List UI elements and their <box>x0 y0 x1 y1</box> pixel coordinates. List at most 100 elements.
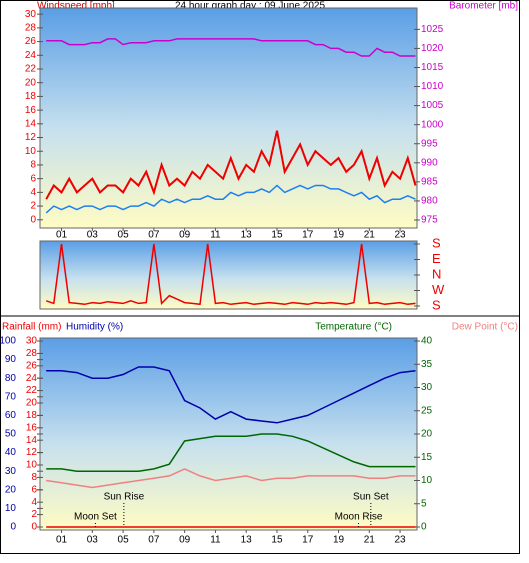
y-tick-label: N <box>432 266 441 281</box>
x-tick-label: 21 <box>364 230 376 241</box>
y-tick-label: S <box>432 235 441 250</box>
x-tick-label: 23 <box>395 230 407 241</box>
y-tick-label: 100 <box>0 336 16 347</box>
y-tick-label: 8 <box>31 472 37 483</box>
y-tick-label: 14 <box>25 118 37 129</box>
legend-label: Dew Point (°C) <box>452 322 518 333</box>
x-tick-label: 03 <box>87 230 99 241</box>
y-tick-label: 26 <box>25 36 37 47</box>
y-tick-label: 14 <box>26 435 38 446</box>
legend-label: Temperature (°C) <box>315 322 392 333</box>
series-line <box>46 468 416 489</box>
y-tick-label: E <box>432 251 441 266</box>
y-tick-label: 20 <box>421 429 433 440</box>
y-tick-label: 2 <box>30 201 36 212</box>
y-tick-label: 990 <box>421 157 438 168</box>
x-tick-label: 07 <box>148 230 160 241</box>
series-line <box>46 366 416 424</box>
y-tick-label: 28 <box>26 348 38 359</box>
x-tick-label: 15 <box>271 230 283 241</box>
y-tick-label: 0 <box>421 522 427 533</box>
y-tick-label: 22 <box>26 385 38 396</box>
y-tick-label: 18 <box>25 91 37 102</box>
y-tick-label: 12 <box>26 447 38 458</box>
annotation: Sun Set <box>353 492 389 503</box>
series-line <box>46 38 416 57</box>
y-tick-label: 40 <box>421 336 433 347</box>
y-tick-label: 30 <box>25 9 37 20</box>
x-tick-label: 09 <box>179 230 191 241</box>
x-tick-label: 01 <box>56 230 68 241</box>
y-tick-label: 10 <box>25 146 37 157</box>
x-tick-label: 09 <box>179 535 191 546</box>
y-tick-label: 1015 <box>421 62 444 73</box>
y-tick-label: 1000 <box>421 119 444 130</box>
y-tick-label: 28 <box>25 23 37 34</box>
legend-label: Humidity (%) <box>66 322 123 333</box>
x-tick-label: 11 <box>210 535 221 546</box>
x-tick-label: 03 <box>87 535 99 546</box>
y-tick-label: 40 <box>5 447 17 458</box>
y-tick-label: 80 <box>5 373 17 384</box>
x-tick-label: 05 <box>118 230 130 241</box>
annotation: Sun Rise <box>104 492 145 503</box>
x-tick-label: 11 <box>210 230 221 241</box>
y-tick-label: 1005 <box>421 100 444 111</box>
y-tick-label: 30 <box>421 382 433 393</box>
series-line <box>46 433 416 472</box>
y-tick-label: 50 <box>5 429 17 440</box>
y-tick-label: 980 <box>421 196 438 207</box>
y-tick-label: 90 <box>5 354 17 365</box>
annotation: Moon Set <box>74 512 117 523</box>
y-tick-label: 24 <box>25 50 37 61</box>
x-tick-label: 19 <box>333 535 345 546</box>
y-tick-label: 0 <box>30 214 36 225</box>
y-tick-label: 995 <box>421 138 438 149</box>
y-tick-label: 0 <box>31 522 37 533</box>
y-tick-label: 1025 <box>421 24 444 35</box>
y-tick-label: 30 <box>5 466 17 477</box>
y-tick-label: 6 <box>30 173 36 184</box>
y-tick-label: 60 <box>5 410 17 421</box>
y-tick-label: 6 <box>31 484 37 495</box>
y-tick-label: 8 <box>30 160 36 171</box>
y-tick-label: 15 <box>421 452 433 463</box>
y-tick-label: 16 <box>26 422 38 433</box>
y-tick-label: S <box>432 297 441 312</box>
x-tick-label: 05 <box>118 535 130 546</box>
series-line <box>45 184 416 214</box>
y-tick-label: 12 <box>25 132 37 143</box>
x-tick-label: 15 <box>271 535 283 546</box>
series-line <box>45 243 416 306</box>
x-tick-label: 17 <box>302 230 314 241</box>
y-tick-label: 20 <box>26 398 38 409</box>
y-tick-label: 975 <box>421 215 438 226</box>
y-tick-label: 5 <box>421 498 427 509</box>
y-axis-label: Windspeed [mph] <box>37 1 115 12</box>
y-tick-label: W <box>432 282 445 297</box>
y-tick-label: 2 <box>31 509 37 520</box>
legend-label: Rainfall (mm) <box>2 322 61 333</box>
y-tick-label: 20 <box>25 77 37 88</box>
y-tick-label: 4 <box>30 187 36 198</box>
x-tick-label: 21 <box>364 535 376 546</box>
plot-area <box>39 240 418 310</box>
series-line <box>45 130 417 200</box>
y-tick-label: 16 <box>25 105 37 116</box>
plot-area <box>39 7 418 229</box>
y-tick-label: 24 <box>26 373 38 384</box>
x-tick-label: 23 <box>395 535 407 546</box>
y-tick-label: 0 <box>10 522 16 533</box>
y-tick-label: 22 <box>25 64 37 75</box>
y-tick-label: 4 <box>31 497 37 508</box>
y-tick-label: 70 <box>5 391 17 402</box>
y2-axis-label: Barometer [mb] <box>449 1 518 12</box>
y-tick-label: 25 <box>421 405 433 416</box>
x-tick-label: 13 <box>241 230 253 241</box>
plot-area <box>39 337 418 531</box>
x-tick-label: 19 <box>333 230 345 241</box>
y-tick-label: 30 <box>26 336 38 347</box>
y-tick-label: 10 <box>5 503 17 514</box>
x-tick-label: 17 <box>302 535 314 546</box>
